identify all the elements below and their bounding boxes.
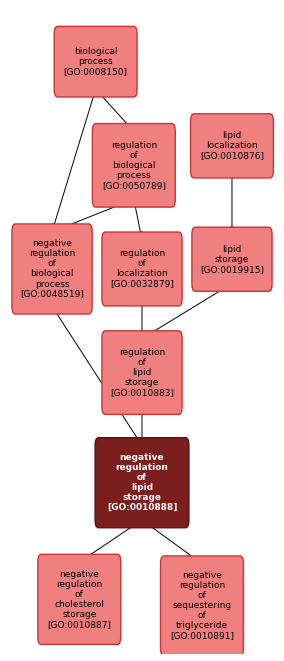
FancyBboxPatch shape bbox=[160, 556, 243, 656]
Text: negative
regulation
of
sequestering
of
triglyceride
[GO:0010891]: negative regulation of sequestering of t… bbox=[170, 571, 234, 641]
Text: regulation
of
biological
process
[GO:0050789]: regulation of biological process [GO:005… bbox=[102, 141, 166, 190]
Text: regulation
of
localization
[GO:0032879]: regulation of localization [GO:0032879] bbox=[110, 249, 174, 289]
FancyBboxPatch shape bbox=[54, 26, 137, 97]
Text: lipid
localization
[GO:0010876]: lipid localization [GO:0010876] bbox=[200, 132, 264, 161]
FancyBboxPatch shape bbox=[38, 555, 121, 644]
Text: negative
regulation
of
cholesterol
storage
[GO:0010887]: negative regulation of cholesterol stora… bbox=[47, 570, 111, 629]
FancyBboxPatch shape bbox=[102, 330, 182, 414]
Text: biological
process
[GO:0008150]: biological process [GO:0008150] bbox=[64, 47, 128, 76]
Text: negative
regulation
of
lipid
storage
[GO:0010888]: negative regulation of lipid storage [GO… bbox=[107, 453, 177, 512]
Text: regulation
of
lipid
storage
[GO:0010883]: regulation of lipid storage [GO:0010883] bbox=[110, 348, 174, 397]
FancyBboxPatch shape bbox=[191, 114, 273, 178]
Text: negative
regulation
of
biological
process
[GO:0048519]: negative regulation of biological proces… bbox=[20, 239, 84, 299]
FancyBboxPatch shape bbox=[12, 224, 92, 314]
FancyBboxPatch shape bbox=[192, 227, 272, 292]
FancyBboxPatch shape bbox=[95, 438, 189, 527]
Text: lipid
storage
[GO:0019915]: lipid storage [GO:0019915] bbox=[200, 245, 264, 274]
FancyBboxPatch shape bbox=[92, 124, 175, 207]
FancyBboxPatch shape bbox=[102, 232, 182, 306]
